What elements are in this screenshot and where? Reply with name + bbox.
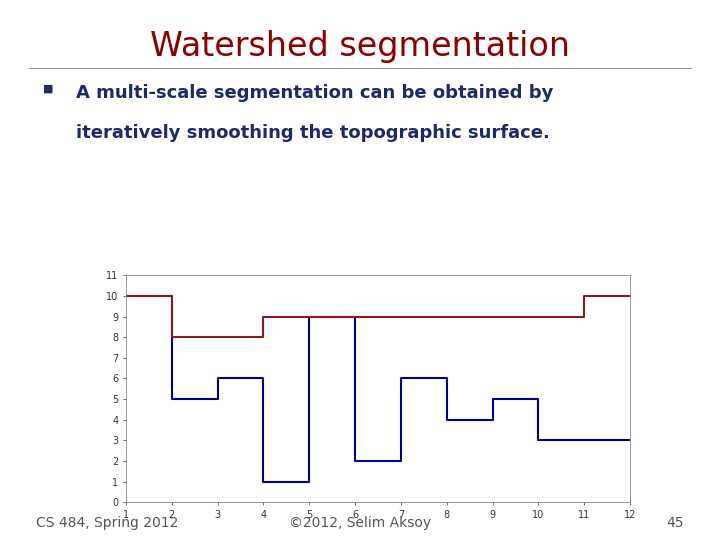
Text: CS 484, Spring 2012: CS 484, Spring 2012	[36, 516, 179, 530]
Text: 45: 45	[667, 516, 684, 530]
Text: ©2012, Selim Aksoy: ©2012, Selim Aksoy	[289, 516, 431, 530]
Text: Watershed segmentation: Watershed segmentation	[150, 30, 570, 63]
Text: A multi-scale segmentation can be obtained by: A multi-scale segmentation can be obtain…	[76, 84, 553, 102]
Text: iteratively smoothing the topographic surface.: iteratively smoothing the topographic su…	[76, 124, 549, 142]
Text: ■: ■	[43, 84, 54, 94]
